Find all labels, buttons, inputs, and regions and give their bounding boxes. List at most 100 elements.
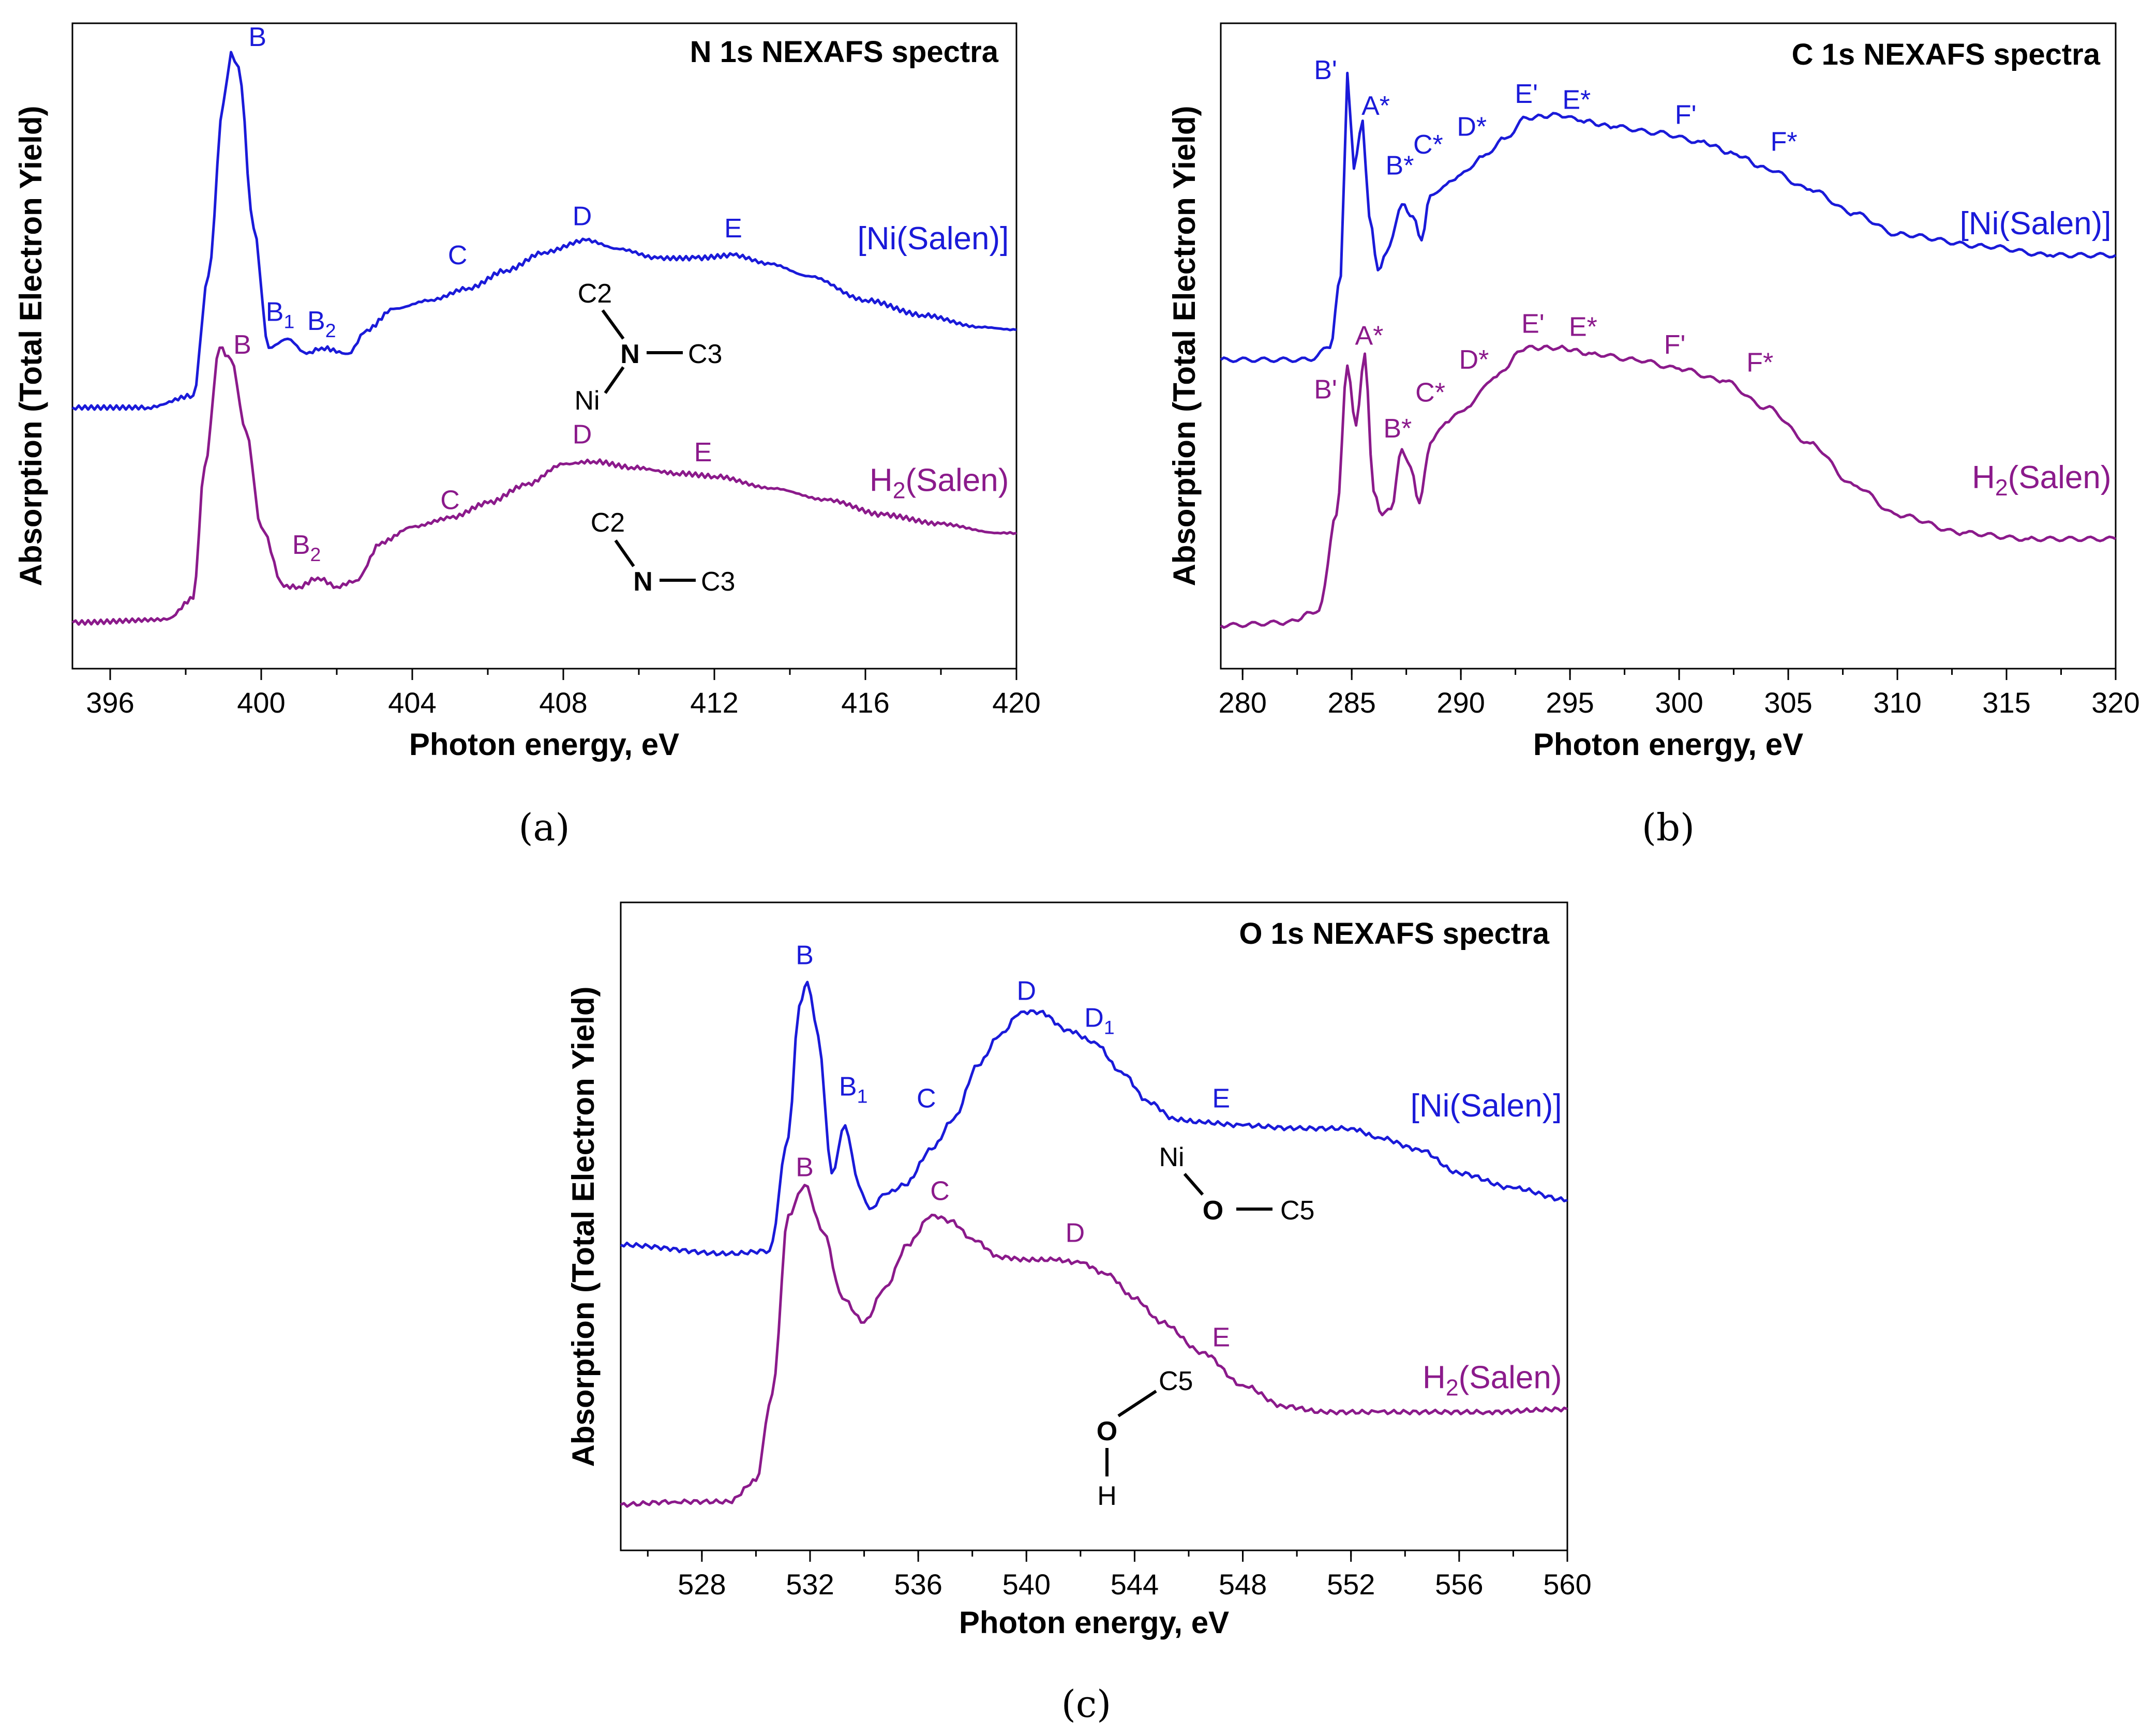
y-axis-label: Absorption (Total Electron Yield) [566,987,601,1467]
peak-label: C [440,485,460,515]
x-tick-label: 290 [1436,686,1485,719]
plot-frame [71,22,1017,670]
peak-label: E' [1521,309,1545,339]
series-label: H2(Salen) [1423,1360,1562,1400]
mol-atom-c2: C2 [591,508,625,538]
x-tick-label: 295 [1546,686,1594,719]
x-tick-label: 315 [1982,686,2030,719]
peak-label: B1 [839,1072,868,1107]
series-label: H2(Salen) [870,463,1009,504]
peak-label: B' [1314,55,1337,85]
peak-label: A* [1355,321,1383,351]
molecule-h2-salen-o: C5 O H [1097,1366,1193,1511]
y-axis-label: Absorption (Total Electron Yield) [1167,106,1202,586]
x-tick-label: 560 [1543,1568,1591,1601]
peak-label: C* [1413,130,1443,160]
x-ticks: 528 532 536 540 544 548 552 556 560 [647,1550,1592,1601]
peak-label: D [1066,1218,1085,1248]
mol-atom-h: H [1097,1481,1117,1511]
molecule-ni-salen-n: C2 N C3 Ni [574,279,722,416]
mol-atom-o: O [1203,1196,1223,1226]
peak-label: E' [1515,79,1538,109]
plot-frame [620,901,1568,1551]
series-label: H2(Salen) [1972,460,2111,501]
mol-atom-c5: C5 [1280,1196,1314,1226]
peak-label: A* [1361,91,1390,121]
peak-label: F' [1675,100,1697,130]
x-tick-label: 544 [1111,1568,1159,1601]
peak-label: B* [1386,151,1414,181]
x-tick-label: 540 [1002,1568,1051,1601]
peak-label: F* [1746,348,1773,378]
x-axis-label: Photon energy, eV [959,1605,1229,1640]
panel-a: N 1s NEXAFS spectra Photon energy, eV Ab… [13,22,1041,849]
mol-bond [1117,1390,1157,1417]
y-axis-label: Absorption (Total Electron Yield) [13,106,48,586]
series-label: [Ni(Salen)] [858,221,1009,257]
series-line-ni-salen [71,51,1017,411]
x-tick-label: 416 [841,686,889,719]
peak-label: B* [1383,414,1412,444]
molecule-h2-salen-n: C2 N C3 [591,508,736,597]
x-axis-label: Photon energy, eV [1533,727,1803,762]
series-line-ni-salen [620,980,1568,1257]
mol-bond [614,539,635,567]
x-tick-label: 305 [1764,686,1812,719]
peak-label: E* [1562,85,1591,115]
x-tick-label: 408 [539,686,587,719]
peak-labels: B'A*B*C*D*E' E* F'F*B'A*B*C*D*E' E*F'F*[Ni(… [1314,55,2111,501]
peak-labels: B B1 B2 C D E B B2 C D E [Ni(Salen)] H2(Salen) [233,22,1009,565]
x-tick-label: 532 [786,1568,834,1601]
series-line-h2-salen [1220,344,2117,629]
x-tick-label: 552 [1327,1568,1375,1601]
peak-label: B' [1314,375,1337,405]
peak-label: B [796,940,814,970]
peak-label: E [1212,1323,1230,1353]
peak-label: E [1212,1084,1230,1114]
series-line-h2-salen [620,1184,1568,1508]
spectra [1220,71,2117,629]
peak-label: D* [1457,112,1487,142]
panel-label: (b) [1642,806,1695,849]
panel-b: C 1s NEXAFS spectra Photon energy, eV Ab… [1167,22,2140,849]
peak-label: B2 [292,530,321,565]
mol-atom-c5: C5 [1159,1366,1193,1396]
x-ticks: 396 400 404 408 412 416 420 [86,669,1041,719]
panel-title: N 1s NEXAFS spectra [690,35,999,69]
x-axis-label: Photon energy, eV [409,727,679,762]
x-tick-label: 285 [1327,686,1375,719]
peak-label: E* [1569,312,1597,342]
peak-label: F* [1771,127,1798,157]
mol-bond [601,309,625,340]
mol-bond [604,366,625,394]
x-tick-label: 280 [1218,686,1266,719]
spectra [71,51,1017,626]
x-tick-label: 420 [992,686,1040,719]
peak-labels: B B1 C D D1 E B C D E [Ni(Salen)] H2(Salen) [796,940,1562,1400]
peak-label: B [796,1152,814,1182]
panel-label: (a) [518,806,570,849]
x-tick-label: 300 [1655,686,1703,719]
panel-title: C 1s NEXAFS spectra [1792,38,2101,71]
peak-label: B1 [266,297,295,333]
x-tick-label: 396 [86,686,134,719]
x-tick-label: 536 [894,1568,942,1601]
peak-label: D [573,202,592,232]
x-tick-label: 320 [2091,686,2139,719]
peak-label: D [573,419,592,449]
x-tick-label: 310 [1873,686,1921,719]
x-tick-label: 528 [678,1568,726,1601]
mol-atom-o: O [1097,1416,1117,1446]
mol-atom-c2: C2 [578,279,612,309]
peak-label: C [917,1084,936,1114]
peak-label: F' [1664,330,1686,360]
peak-label: E [694,437,712,467]
panel-c: O 1s NEXAFS spectra Photon energy, eV Ab… [566,901,1592,1726]
peak-label: D1 [1084,1003,1114,1038]
mol-atom-c3: C3 [701,567,735,597]
mol-atom-ni: Ni [1159,1142,1184,1172]
spectra [620,980,1568,1508]
mol-atom-c3: C3 [688,339,722,369]
mol-atom-ni: Ni [574,386,600,416]
